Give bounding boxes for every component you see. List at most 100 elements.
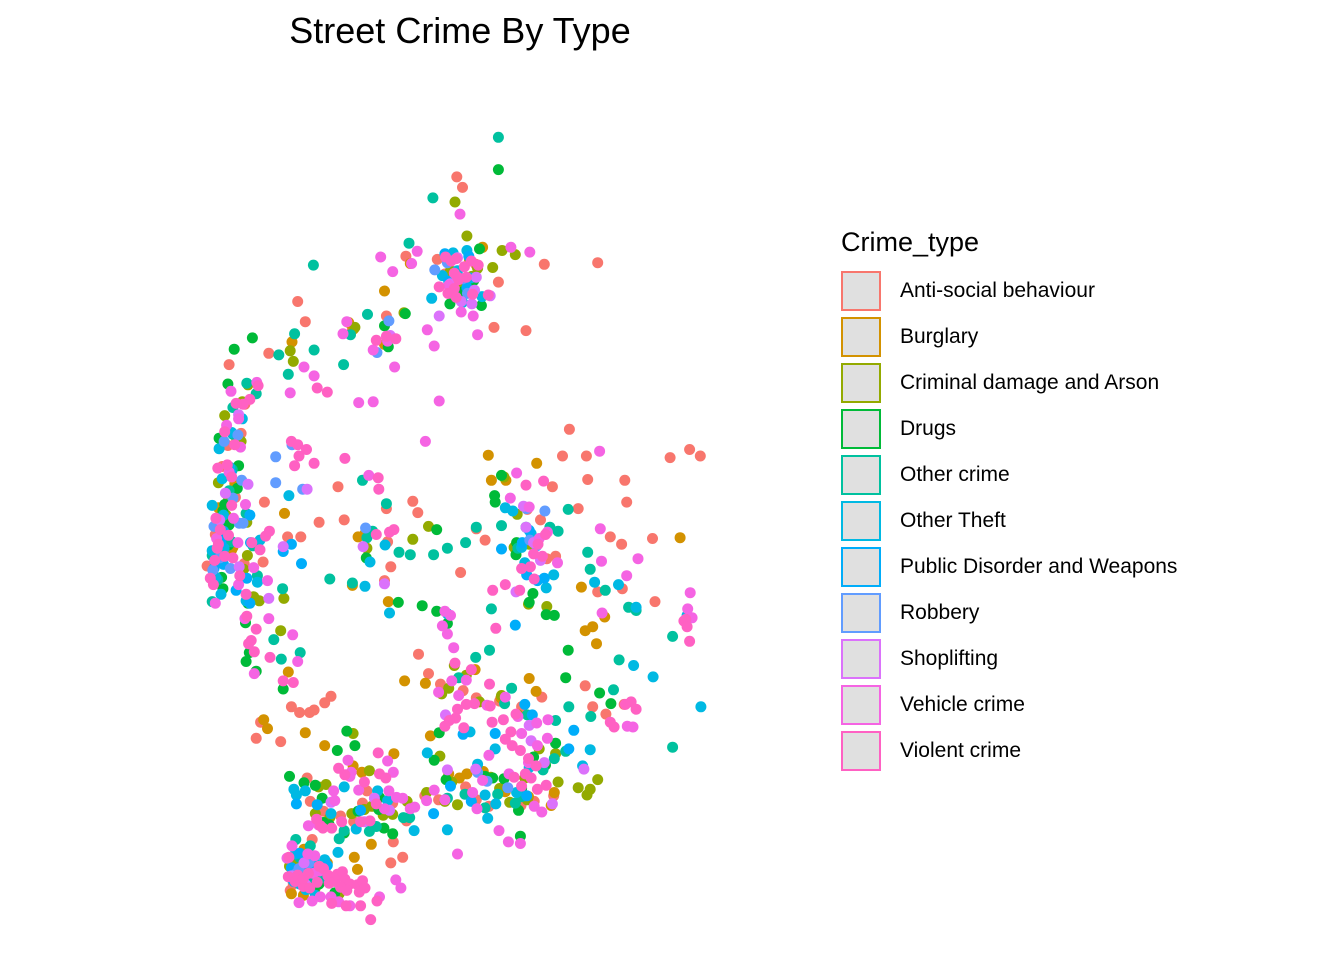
data-point [514,584,526,596]
data-point [461,230,473,242]
data-point [379,539,391,551]
data-point [248,646,260,658]
data-point [397,851,409,863]
data-point [240,588,252,600]
data-point [294,847,306,859]
data-point [371,895,383,907]
data-point [613,654,625,666]
legend-label: Anti-social behaviour [900,279,1095,302]
data-point [499,579,511,591]
data-point [275,736,287,748]
data-point [232,537,244,549]
data-point [452,703,463,715]
data-point [292,296,304,307]
data-point [332,846,344,858]
legend-label: Robbery [900,601,980,624]
data-point [298,777,310,789]
data-point [370,798,382,810]
data-point [531,717,543,729]
data-point [460,537,472,549]
data-point [390,333,402,345]
legend-label: Violent crime [900,739,1021,762]
data-point [619,474,631,486]
data-point [540,779,552,791]
data-point [206,499,218,511]
legend-key [841,409,881,449]
data-point [510,708,522,720]
legend-key [841,317,881,357]
data-point [552,525,564,537]
data-point [306,895,318,907]
data-point [268,634,280,646]
data-point [319,697,331,709]
data-point [474,243,485,255]
data-point [562,503,574,515]
data-point [302,867,314,879]
data-point [452,799,463,811]
data-point [262,723,273,735]
data-point [546,798,558,810]
data-point [284,770,295,782]
data-point [304,882,316,894]
data-point [684,635,696,647]
data-point [613,579,624,591]
data-point [540,582,552,594]
data-point [296,558,307,570]
data-point [338,359,350,371]
data-point [695,701,707,713]
data-point [214,524,226,536]
data-point [592,257,604,269]
legend: Crime_type Anti-social behaviour Burglary… [841,224,1177,774]
data-point [540,609,552,621]
data-point [246,332,258,344]
data-point [331,745,343,756]
data-point [278,592,290,604]
data-point [230,397,242,409]
data-point [288,783,300,795]
data-point [270,477,282,489]
data-point [219,426,231,438]
data-point [348,851,360,863]
data-point [333,762,345,774]
data-point [490,798,502,810]
data-point [499,733,511,745]
data-point [514,745,526,756]
data-point [684,587,696,599]
data-point [301,444,312,455]
data-point [390,874,402,886]
data-point [423,668,434,680]
data-point [226,499,238,511]
data-point [380,330,392,342]
data-point [528,800,540,812]
legend-item: Vehicle crime [841,682,1177,728]
data-point [285,888,297,900]
data-point [546,481,558,493]
data-point [433,281,445,293]
data-point [218,435,230,447]
data-point [299,785,311,797]
data-point [302,820,314,832]
data-point [385,857,397,869]
data-point [325,808,337,820]
data-point [365,914,377,926]
data-point [221,459,233,471]
data-point [535,514,546,526]
legend-key [841,363,881,403]
data-point [585,711,597,722]
data-point [600,708,612,720]
data-point [596,607,608,619]
data-point [395,882,407,894]
data-point [232,429,244,441]
data-point [284,387,296,399]
data-point [295,531,307,543]
data-point [403,237,415,249]
data-point [253,595,265,607]
data-point [466,298,478,310]
data-point [649,596,661,608]
data-point [469,698,480,710]
data-point [294,707,306,718]
data-point [531,740,543,752]
data-point [353,397,365,409]
data-point [484,644,495,656]
data-point [244,597,256,609]
